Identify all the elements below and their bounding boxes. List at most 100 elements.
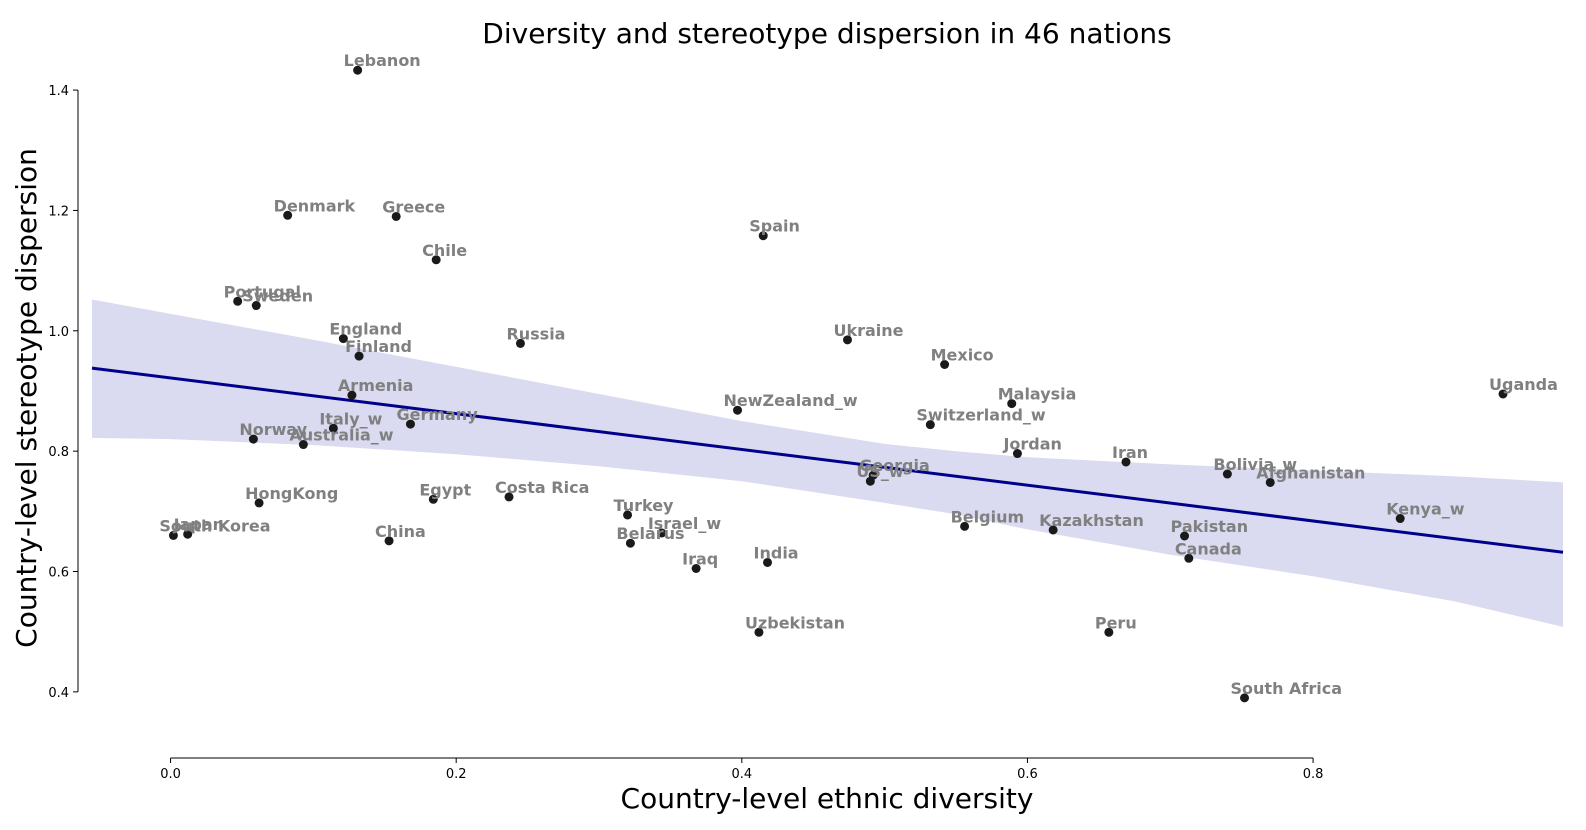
data-point bbox=[391, 211, 401, 221]
y-ticks: 0.4 0.6 0.8 1.0 1.2 1.4 bbox=[48, 84, 78, 701]
x-tick-label: 0.2 bbox=[446, 767, 467, 782]
data-point bbox=[625, 538, 635, 548]
point-label: Costa Rica bbox=[495, 478, 589, 497]
point-label: South Africa bbox=[1231, 679, 1343, 698]
data-point bbox=[347, 390, 357, 400]
data-point bbox=[251, 301, 261, 311]
x-tick-label: 0.6 bbox=[1017, 767, 1038, 782]
chart-title: Diversity and stereotype dispersion in 4… bbox=[482, 17, 1171, 50]
data-point bbox=[763, 557, 773, 567]
point-label: Iran bbox=[1112, 443, 1148, 462]
x-axis-label: Country-level ethnic diversity bbox=[621, 782, 1034, 815]
regression-line bbox=[91, 366, 1564, 554]
data-point bbox=[1265, 477, 1275, 487]
data-point bbox=[1007, 399, 1017, 409]
data-point bbox=[1012, 449, 1022, 459]
point-label: Germany bbox=[396, 405, 478, 424]
point-label: Canada bbox=[1175, 539, 1242, 558]
y-tick-label: 1.2 bbox=[48, 204, 69, 219]
data-point bbox=[168, 530, 178, 540]
data-point bbox=[354, 351, 364, 361]
point-label: Armenia bbox=[338, 376, 413, 395]
x-tick-label: 0.0 bbox=[160, 767, 181, 782]
point-label: Uganda bbox=[1489, 375, 1558, 394]
point-label: Peru bbox=[1095, 613, 1137, 632]
point-label: South Korea bbox=[159, 516, 270, 535]
point-label: Mexico bbox=[931, 345, 994, 364]
y-tick-label: 0.4 bbox=[48, 686, 69, 701]
data-point bbox=[328, 423, 338, 433]
data-point bbox=[1184, 553, 1194, 563]
point-label: Bolivia_w bbox=[1213, 455, 1297, 474]
point-label: US_w bbox=[856, 462, 904, 481]
y-axis-label: Country-level stereotype dispersion bbox=[10, 148, 43, 648]
data-point bbox=[233, 296, 243, 306]
point-label: Kenya_w bbox=[1386, 500, 1465, 519]
point-label: China bbox=[375, 522, 426, 541]
point-label: Italy_w bbox=[319, 409, 382, 428]
point-label: Greece bbox=[382, 197, 445, 216]
x-tick-label: 0.8 bbox=[1303, 767, 1324, 782]
data-point bbox=[1121, 457, 1131, 467]
data-point bbox=[925, 420, 935, 430]
data-point bbox=[384, 536, 394, 546]
point-label: NewZealand_w bbox=[724, 391, 858, 410]
point-label: Finland bbox=[345, 337, 412, 356]
point-label: HongKong bbox=[245, 484, 338, 503]
point-label: Iraq bbox=[682, 549, 718, 568]
data-point bbox=[691, 563, 701, 573]
data-point bbox=[254, 498, 264, 508]
data-point bbox=[183, 529, 193, 539]
data-point bbox=[283, 210, 293, 220]
data-point bbox=[504, 492, 514, 502]
point-label: Georgia bbox=[859, 456, 930, 475]
point-label: Portugal bbox=[224, 282, 301, 301]
point-label: Uzbekistan bbox=[745, 613, 845, 632]
point-label: Israel_w bbox=[648, 514, 722, 533]
data-points-layer bbox=[168, 65, 1508, 703]
data-point bbox=[1180, 531, 1190, 541]
point-label: Ukraine bbox=[833, 321, 903, 340]
data-point bbox=[960, 521, 970, 531]
point-label: Belgium bbox=[951, 507, 1025, 526]
data-point bbox=[1395, 514, 1405, 524]
point-label: England bbox=[329, 320, 402, 339]
x-ticks: 0.0 0.2 0.4 0.6 0.8 bbox=[160, 758, 1323, 782]
point-label: Belarus bbox=[616, 524, 684, 543]
data-point bbox=[1240, 693, 1250, 703]
point-label: Norway bbox=[239, 420, 307, 439]
point-label: Sweden bbox=[242, 287, 313, 306]
point-label: India bbox=[754, 543, 799, 562]
data-point bbox=[940, 359, 950, 369]
data-point bbox=[1222, 469, 1232, 479]
data-point bbox=[248, 434, 258, 444]
point-label: Afghanistan bbox=[1256, 463, 1365, 482]
data-point bbox=[515, 338, 525, 348]
x-tick-label: 0.4 bbox=[731, 767, 752, 782]
data-point bbox=[657, 528, 667, 538]
data-point bbox=[1498, 389, 1508, 399]
point-label: Spain bbox=[749, 217, 800, 236]
data-point bbox=[405, 419, 415, 429]
y-tick-label: 0.6 bbox=[48, 566, 69, 581]
data-point bbox=[842, 335, 852, 345]
confidence-band bbox=[92, 299, 1563, 627]
data-point bbox=[428, 494, 438, 504]
data-point bbox=[754, 627, 764, 637]
point-label: Turkey bbox=[614, 496, 675, 515]
point-label: Pakistan bbox=[1171, 517, 1249, 536]
point-label: Russia bbox=[506, 324, 565, 343]
point-label: Switzerland_w bbox=[916, 406, 1046, 425]
point-label: Japan bbox=[173, 515, 224, 534]
point-label: Lebanon bbox=[344, 51, 421, 70]
data-point bbox=[298, 440, 308, 450]
point-label: Australia_w bbox=[289, 426, 393, 445]
point-label: Chile bbox=[422, 241, 467, 260]
data-point bbox=[623, 510, 633, 520]
point-label: Egypt bbox=[419, 480, 471, 499]
data-point bbox=[1048, 525, 1058, 535]
y-tick-label: 1.4 bbox=[48, 84, 69, 99]
point-label: Malaysia bbox=[998, 385, 1077, 404]
